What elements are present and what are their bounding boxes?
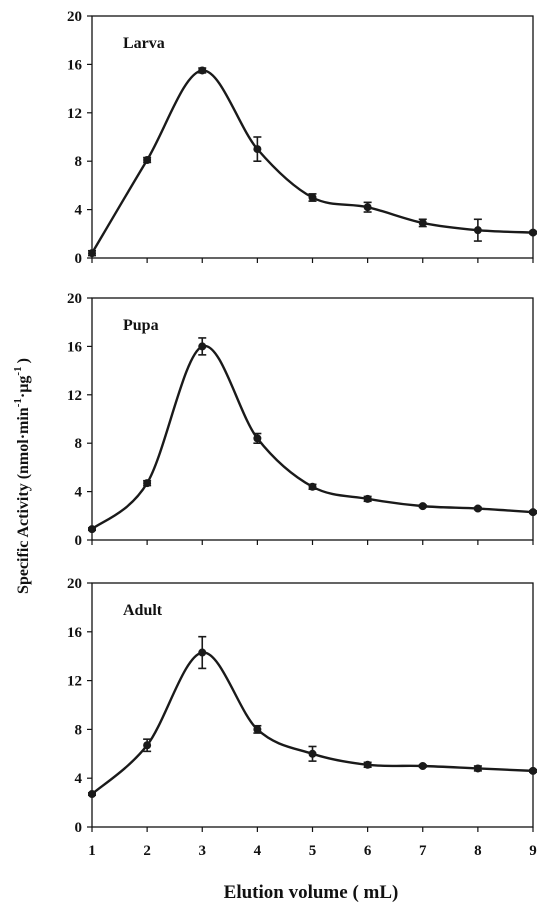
plot-frame-adult bbox=[91, 582, 534, 828]
y-tick-label: 0 bbox=[75, 251, 83, 267]
series-line-pupa bbox=[91, 344, 534, 531]
series-line-larva bbox=[90, 69, 534, 254]
y-tick-label: 8 bbox=[75, 436, 83, 452]
y-tick-label: 16 bbox=[67, 57, 83, 73]
panel-label-pupa: Pupa bbox=[123, 317, 159, 334]
data-point bbox=[88, 249, 96, 258]
data-point bbox=[363, 760, 372, 769]
panel-pupa: 0 4 8 12 16 20 Pupa bbox=[67, 291, 537, 549]
y-axis-title-sup2: -1 bbox=[12, 366, 24, 375]
series-line-adult bbox=[91, 651, 534, 795]
data-point bbox=[473, 504, 482, 513]
panel-label-adult: Adult bbox=[123, 602, 163, 619]
data-point bbox=[253, 145, 262, 154]
data-point bbox=[529, 508, 537, 517]
y-tick-label: 16 bbox=[67, 625, 83, 641]
x-tick-label: 6 bbox=[364, 843, 372, 859]
y-tick-label: 4 bbox=[75, 771, 83, 787]
data-point bbox=[418, 762, 427, 770]
y-axis-title: Specific Activity (nmol·min-1·µg-1) bbox=[12, 358, 32, 594]
x-axis-title: Elution volume ( mL) bbox=[224, 882, 399, 903]
data-point bbox=[143, 479, 152, 488]
x-tick-label: 5 bbox=[309, 843, 317, 859]
data-point bbox=[473, 764, 482, 773]
data-point bbox=[143, 155, 152, 164]
data-point bbox=[473, 226, 482, 235]
x-tick-label: 3 bbox=[199, 843, 207, 859]
y-tick-label: 8 bbox=[75, 722, 83, 738]
data-point bbox=[308, 193, 317, 202]
data-point bbox=[198, 66, 207, 75]
x-tick-label: 4 bbox=[254, 843, 262, 859]
x-tick-label: 2 bbox=[143, 843, 151, 859]
y-tick-label: 8 bbox=[75, 154, 83, 170]
data-point bbox=[308, 482, 317, 491]
data-point bbox=[88, 525, 96, 534]
data-point bbox=[418, 218, 427, 227]
x-tick-label: 1 bbox=[88, 843, 96, 859]
data-point bbox=[529, 228, 537, 237]
panel-label-larva: Larva bbox=[123, 35, 165, 52]
data-point bbox=[363, 203, 372, 212]
data-point bbox=[308, 749, 317, 758]
data-point bbox=[198, 648, 207, 657]
y-tick-label: 20 bbox=[67, 291, 82, 307]
data-point bbox=[253, 434, 262, 443]
data-point bbox=[88, 790, 96, 799]
data-point bbox=[529, 766, 537, 775]
data-point bbox=[253, 725, 262, 734]
y-tick-label: 12 bbox=[67, 388, 82, 404]
y-tick-label: 12 bbox=[67, 106, 82, 122]
y-tick-label: 0 bbox=[75, 820, 83, 836]
plot-frame-pupa bbox=[91, 297, 534, 541]
data-point bbox=[143, 741, 152, 750]
y-tick-label: 12 bbox=[67, 674, 82, 690]
x-tick-label: 9 bbox=[529, 843, 537, 859]
y-tick-label: 20 bbox=[67, 576, 82, 592]
y-axis-title-sup1: -1 bbox=[12, 398, 24, 407]
y-axis-title-group: Specific Activity (nmol·min-1·µg-1) bbox=[12, 358, 32, 594]
y-axis-title-end: ) bbox=[15, 358, 32, 363]
y-tick-label: 4 bbox=[75, 203, 83, 219]
y-axis-title-main: Specific Activity (nmol·min bbox=[15, 407, 32, 594]
y-tick-label: 0 bbox=[75, 533, 83, 549]
y-tick-label: 4 bbox=[75, 485, 83, 501]
x-tick-label: 8 bbox=[474, 843, 482, 859]
data-point bbox=[198, 342, 207, 351]
y-tick-label: 16 bbox=[67, 339, 83, 355]
panel-larva: 0 4 8 12 16 20 Larva bbox=[67, 9, 537, 267]
y-axis-title-mid: ·µg bbox=[15, 376, 32, 399]
data-point bbox=[418, 502, 427, 511]
x-tick-label: 7 bbox=[419, 843, 427, 859]
data-point bbox=[363, 494, 372, 503]
y-tick-label: 20 bbox=[67, 9, 82, 25]
